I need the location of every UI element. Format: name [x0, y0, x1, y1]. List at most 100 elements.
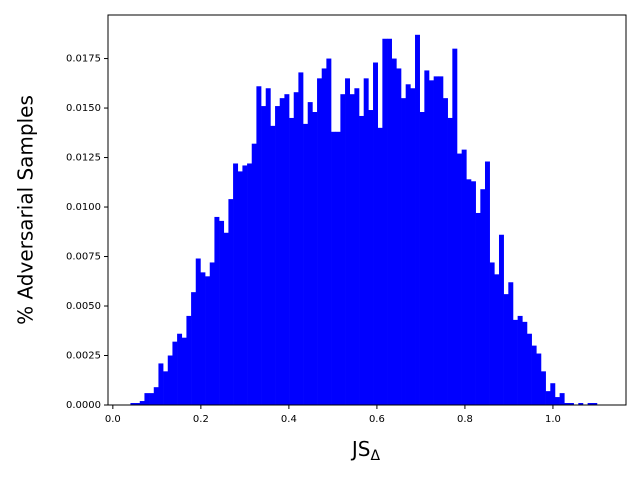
x-label: JS — [350, 437, 371, 461]
bar — [587, 403, 593, 405]
bar — [172, 341, 178, 405]
bar — [564, 403, 570, 405]
bar — [457, 153, 462, 405]
bar — [545, 391, 551, 405]
bar — [480, 189, 486, 405]
bar — [331, 131, 337, 405]
bar — [237, 171, 243, 405]
bar — [144, 393, 150, 405]
x-label-subscript: Δ — [371, 448, 381, 464]
bar — [494, 274, 500, 405]
bar — [167, 355, 173, 405]
bar — [536, 353, 542, 405]
bar — [130, 403, 136, 405]
x-tick-label: 0.6 — [369, 414, 385, 425]
bar — [149, 393, 155, 405]
x-tick-label: 1.0 — [545, 414, 561, 425]
bar — [275, 106, 281, 406]
bar — [233, 163, 239, 405]
bar — [340, 94, 346, 406]
bar — [219, 220, 225, 405]
bar — [163, 371, 169, 405]
y-tick-label: 0.0000 — [66, 400, 101, 411]
bar — [503, 294, 509, 405]
bar — [345, 78, 351, 405]
bar — [578, 403, 584, 405]
bar — [443, 98, 448, 405]
bar — [470, 181, 476, 405]
bar — [540, 371, 546, 405]
bar — [433, 76, 439, 406]
bar — [363, 78, 369, 405]
x-tick-label: 0.0 — [105, 414, 121, 425]
x-tick-label: 0.4 — [281, 414, 297, 425]
y-tick-label: 0.0025 — [66, 351, 101, 362]
bar — [410, 88, 416, 406]
bar — [550, 383, 556, 405]
bar — [177, 333, 183, 405]
bar — [466, 179, 472, 405]
bar — [592, 403, 598, 405]
bar — [303, 123, 309, 406]
y-tick-label: 0.0150 — [66, 103, 101, 114]
bar — [326, 58, 332, 406]
bar — [452, 48, 458, 406]
y-tick-label: 0.0050 — [66, 301, 101, 312]
bar — [438, 76, 444, 406]
plot-frame — [107, 14, 627, 406]
bar — [522, 321, 528, 405]
bar — [186, 315, 192, 405]
bar — [158, 363, 164, 405]
bar — [498, 234, 504, 405]
bar — [373, 62, 378, 405]
bar — [377, 127, 383, 405]
bar — [214, 216, 220, 405]
bar — [554, 397, 560, 405]
x-axis-title: JSΔ — [350, 437, 381, 465]
bar — [312, 112, 318, 406]
bar — [531, 345, 537, 405]
bar — [256, 86, 262, 405]
y-tick-label: 0.0075 — [66, 252, 101, 263]
bar — [321, 68, 327, 405]
bar — [195, 258, 201, 405]
bar — [265, 88, 271, 406]
y-axis-title: % Adversarial Samples — [14, 95, 38, 325]
bar — [517, 315, 523, 405]
bar — [368, 110, 374, 405]
bar — [484, 161, 490, 405]
bar — [293, 92, 299, 405]
bar — [247, 163, 253, 405]
bar — [359, 115, 364, 405]
bar — [391, 58, 397, 406]
bar — [135, 403, 141, 405]
bar — [559, 393, 565, 405]
bar — [228, 199, 234, 405]
x-tick-label: 0.8 — [457, 414, 473, 425]
bar — [396, 68, 402, 405]
y-tick-label: 0.0100 — [66, 202, 101, 213]
bar — [317, 78, 323, 405]
bar — [139, 401, 145, 405]
bar — [279, 98, 285, 405]
bar — [349, 94, 355, 406]
bar — [387, 38, 392, 405]
bar — [153, 387, 159, 405]
bar — [209, 262, 215, 405]
bar — [429, 80, 434, 405]
bar — [335, 131, 341, 405]
bar — [270, 125, 276, 405]
bar — [419, 112, 425, 406]
bar — [489, 262, 495, 405]
bar — [242, 165, 248, 405]
x-tick-label: 0.2 — [193, 414, 209, 425]
bar — [205, 276, 211, 405]
bar — [508, 282, 514, 405]
bar — [284, 94, 290, 406]
bar — [261, 106, 267, 406]
bar — [475, 212, 481, 405]
bar — [512, 319, 518, 405]
bar — [251, 143, 257, 405]
bar — [289, 117, 295, 406]
bar — [405, 84, 411, 405]
